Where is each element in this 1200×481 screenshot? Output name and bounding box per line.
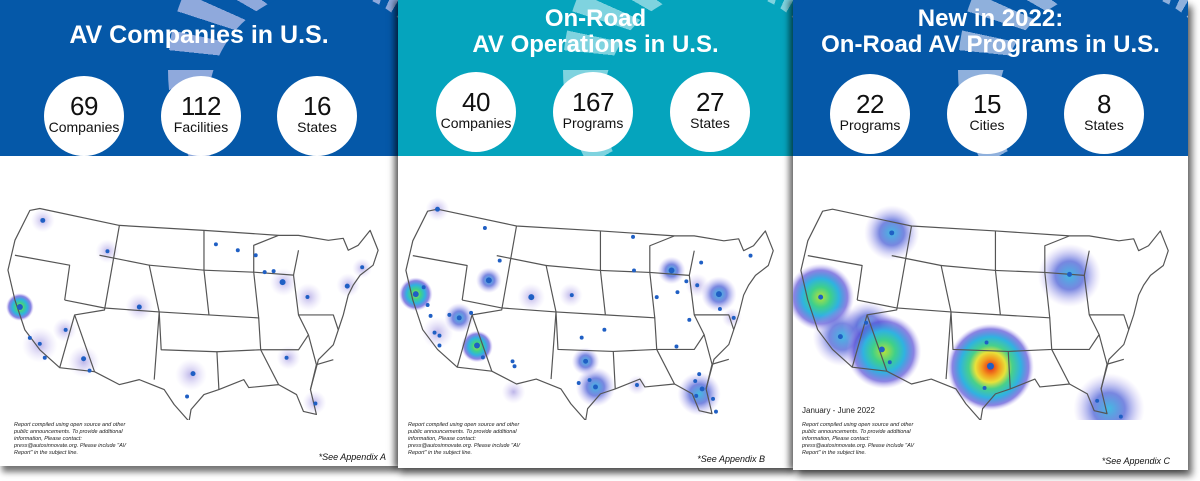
- stat-label: Cities: [969, 117, 1005, 133]
- panel-new-2022-programs: New in 2022: On-Road AV Programs in U.S.…: [793, 0, 1188, 470]
- us-heat-map: [5, 207, 379, 420]
- stat-value: 22: [856, 89, 884, 119]
- stat-label: States: [297, 119, 337, 135]
- panel-av-companies: AV Companies in U.S. 69 Companies 112 Faci…: [0, 0, 398, 466]
- panel-title: New in 2022: On-Road AV Programs in U.S.: [793, 5, 1188, 59]
- us-heat-map: [398, 197, 774, 420]
- stat-facilities: 112 Facilities: [161, 76, 241, 156]
- stats-row: 40 Companies 167 Programs 27 States: [398, 72, 793, 152]
- us-heat-map: [793, 205, 1169, 420]
- panel-header: AV Companies in U.S. 69 Companies 112 Faci…: [0, 0, 398, 156]
- title-line: AV Companies in U.S.: [69, 21, 329, 49]
- stat-label: Programs: [562, 115, 624, 131]
- source-note: Report compiled using open source and ot…: [408, 422, 521, 456]
- stat-label: Companies: [440, 115, 512, 131]
- stat-label: Facilities: [173, 119, 229, 135]
- stat-label: States: [690, 115, 730, 131]
- stat-label: Companies: [48, 119, 120, 135]
- stat-cities: 15 Cities: [947, 74, 1027, 154]
- stat-companies: 40 Companies: [436, 72, 516, 152]
- stat-companies: 69 Companies: [44, 76, 124, 156]
- appendix-link[interactable]: *See Appendix A: [318, 452, 386, 462]
- stats-row: 69 Companies 112 Facilities 16 States: [0, 76, 398, 156]
- stat-states: 8 States: [1064, 74, 1144, 154]
- stat-value: 15: [973, 89, 1001, 119]
- title-line: New in 2022:: [917, 5, 1064, 32]
- panel-title: On-Road AV Operations in U.S.: [398, 5, 793, 59]
- stat-programs: 22 Programs: [830, 74, 910, 154]
- panel-header: New in 2022: On-Road AV Programs in U.S.…: [793, 0, 1188, 156]
- appendix-link[interactable]: *See Appendix B: [697, 454, 765, 464]
- title-line: AV Operations in U.S.: [472, 31, 719, 59]
- stat-value: 8: [1097, 89, 1111, 119]
- stat-states: 16 States: [277, 76, 357, 156]
- stat-value: 167: [572, 87, 614, 117]
- stat-label: Programs: [839, 117, 901, 133]
- panel-header: On-Road AV Operations in U.S. 40 Companie…: [398, 0, 793, 156]
- stat-value: 16: [303, 91, 331, 121]
- source-note: Report compiled using open source and ot…: [14, 422, 127, 456]
- appendix-link[interactable]: *See Appendix C: [1101, 456, 1170, 466]
- title-line: On-Road AV Programs in U.S.: [821, 31, 1160, 59]
- date-range: January - June 2022: [802, 406, 875, 415]
- panel-title: AV Companies in U.S.: [0, 21, 398, 50]
- stat-label: States: [1084, 117, 1124, 133]
- stat-value: 40: [462, 87, 490, 117]
- source-note: Report compiled using open source and ot…: [802, 422, 915, 456]
- stat-states: 27 States: [670, 72, 750, 152]
- stat-value: 112: [181, 91, 221, 121]
- stat-value: 27: [696, 87, 724, 117]
- stats-row: 22 Programs 15 Cities 8 States: [793, 74, 1188, 154]
- panel-on-road-operations: On-Road AV Operations in U.S. 40 Companie…: [398, 0, 793, 468]
- stat-value: 69: [70, 91, 98, 121]
- title-line: On-Road: [544, 5, 647, 32]
- stat-programs: 167 Programs: [553, 72, 633, 152]
